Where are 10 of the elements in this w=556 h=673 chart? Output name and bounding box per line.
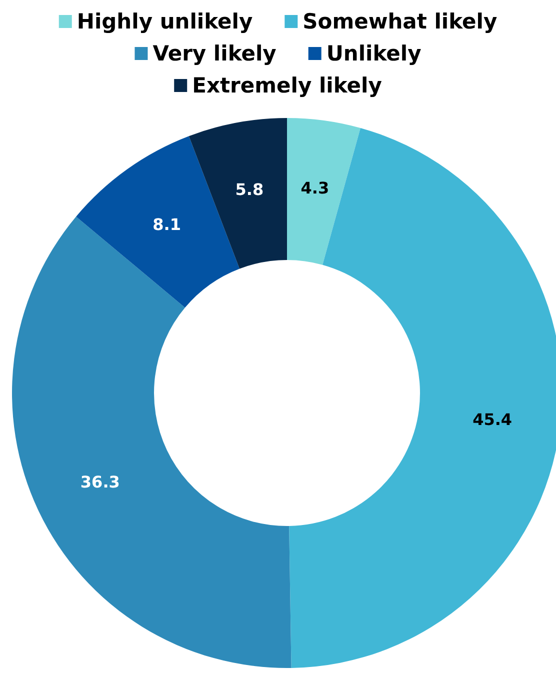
data-label: 8.1 <box>152 214 181 234</box>
data-label: 36.3 <box>80 472 120 492</box>
data-label: 45.4 <box>472 410 512 429</box>
legend-label: Extremely likely <box>192 74 382 98</box>
legend-label: Very likely <box>152 42 277 66</box>
data-label: 5.8 <box>235 180 264 199</box>
legend-label: Highly unlikely <box>76 10 253 34</box>
data-label: 4.3 <box>300 178 330 198</box>
legend-label: Somewhat likely <box>302 10 498 34</box>
legend-label: Unlikely <box>326 42 422 66</box>
